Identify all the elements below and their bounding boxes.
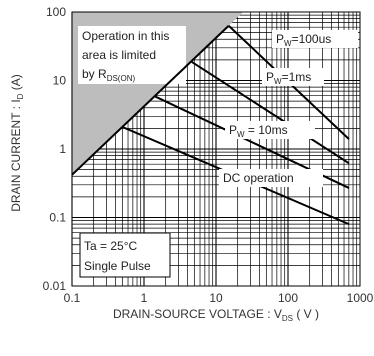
y-tick-label: 0.1 xyxy=(49,211,66,225)
series-label-3: DC operation xyxy=(223,171,294,185)
series-label-bg xyxy=(219,169,323,187)
series-label-0: PW=100us xyxy=(276,32,331,48)
series-label-2: PW = 10ms xyxy=(229,123,288,139)
rdson-limit-line xyxy=(71,25,230,176)
soa-series-line-1 xyxy=(190,60,350,165)
x-tick-label: 100 xyxy=(278,291,298,305)
annotation-limited-by: by RDS(ON) xyxy=(82,67,135,83)
x-axis-label: DRAIN-SOURCE VOLTAGE : VDS ( V ) xyxy=(113,307,319,323)
y-tick-label: 1 xyxy=(59,142,66,156)
plot-frame xyxy=(71,11,361,287)
conditions-box xyxy=(79,232,171,278)
series-label-bg xyxy=(225,121,315,139)
condition-pulse: Single Pulse xyxy=(84,259,151,273)
condition-temperature: Ta = 25°C xyxy=(84,239,137,253)
y-tick-label: 10 xyxy=(53,74,67,88)
y-tick-label: 0.01 xyxy=(43,279,67,293)
y-axis-label: DRAIN CURRENT : ID (A) xyxy=(9,74,25,212)
series-label-bg xyxy=(262,68,324,86)
annotation-limited-line1: Operation in this xyxy=(82,29,169,43)
limited-annotation-bg xyxy=(78,26,186,84)
x-tick-label: 10 xyxy=(209,291,223,305)
x-tick-label: 0.1 xyxy=(64,291,81,305)
series-label-bg xyxy=(272,30,358,48)
x-tick-label: 1000 xyxy=(347,291,374,305)
y-tick-label: 100 xyxy=(46,5,66,19)
series-label-1: PW=1ms xyxy=(266,70,311,86)
annotation-limited-line2: area is limited xyxy=(82,48,156,62)
x-tick-label: 1 xyxy=(141,291,148,305)
soa-line-labels: PW=100us PW=1ms PW = 10ms DC operation xyxy=(219,30,358,187)
